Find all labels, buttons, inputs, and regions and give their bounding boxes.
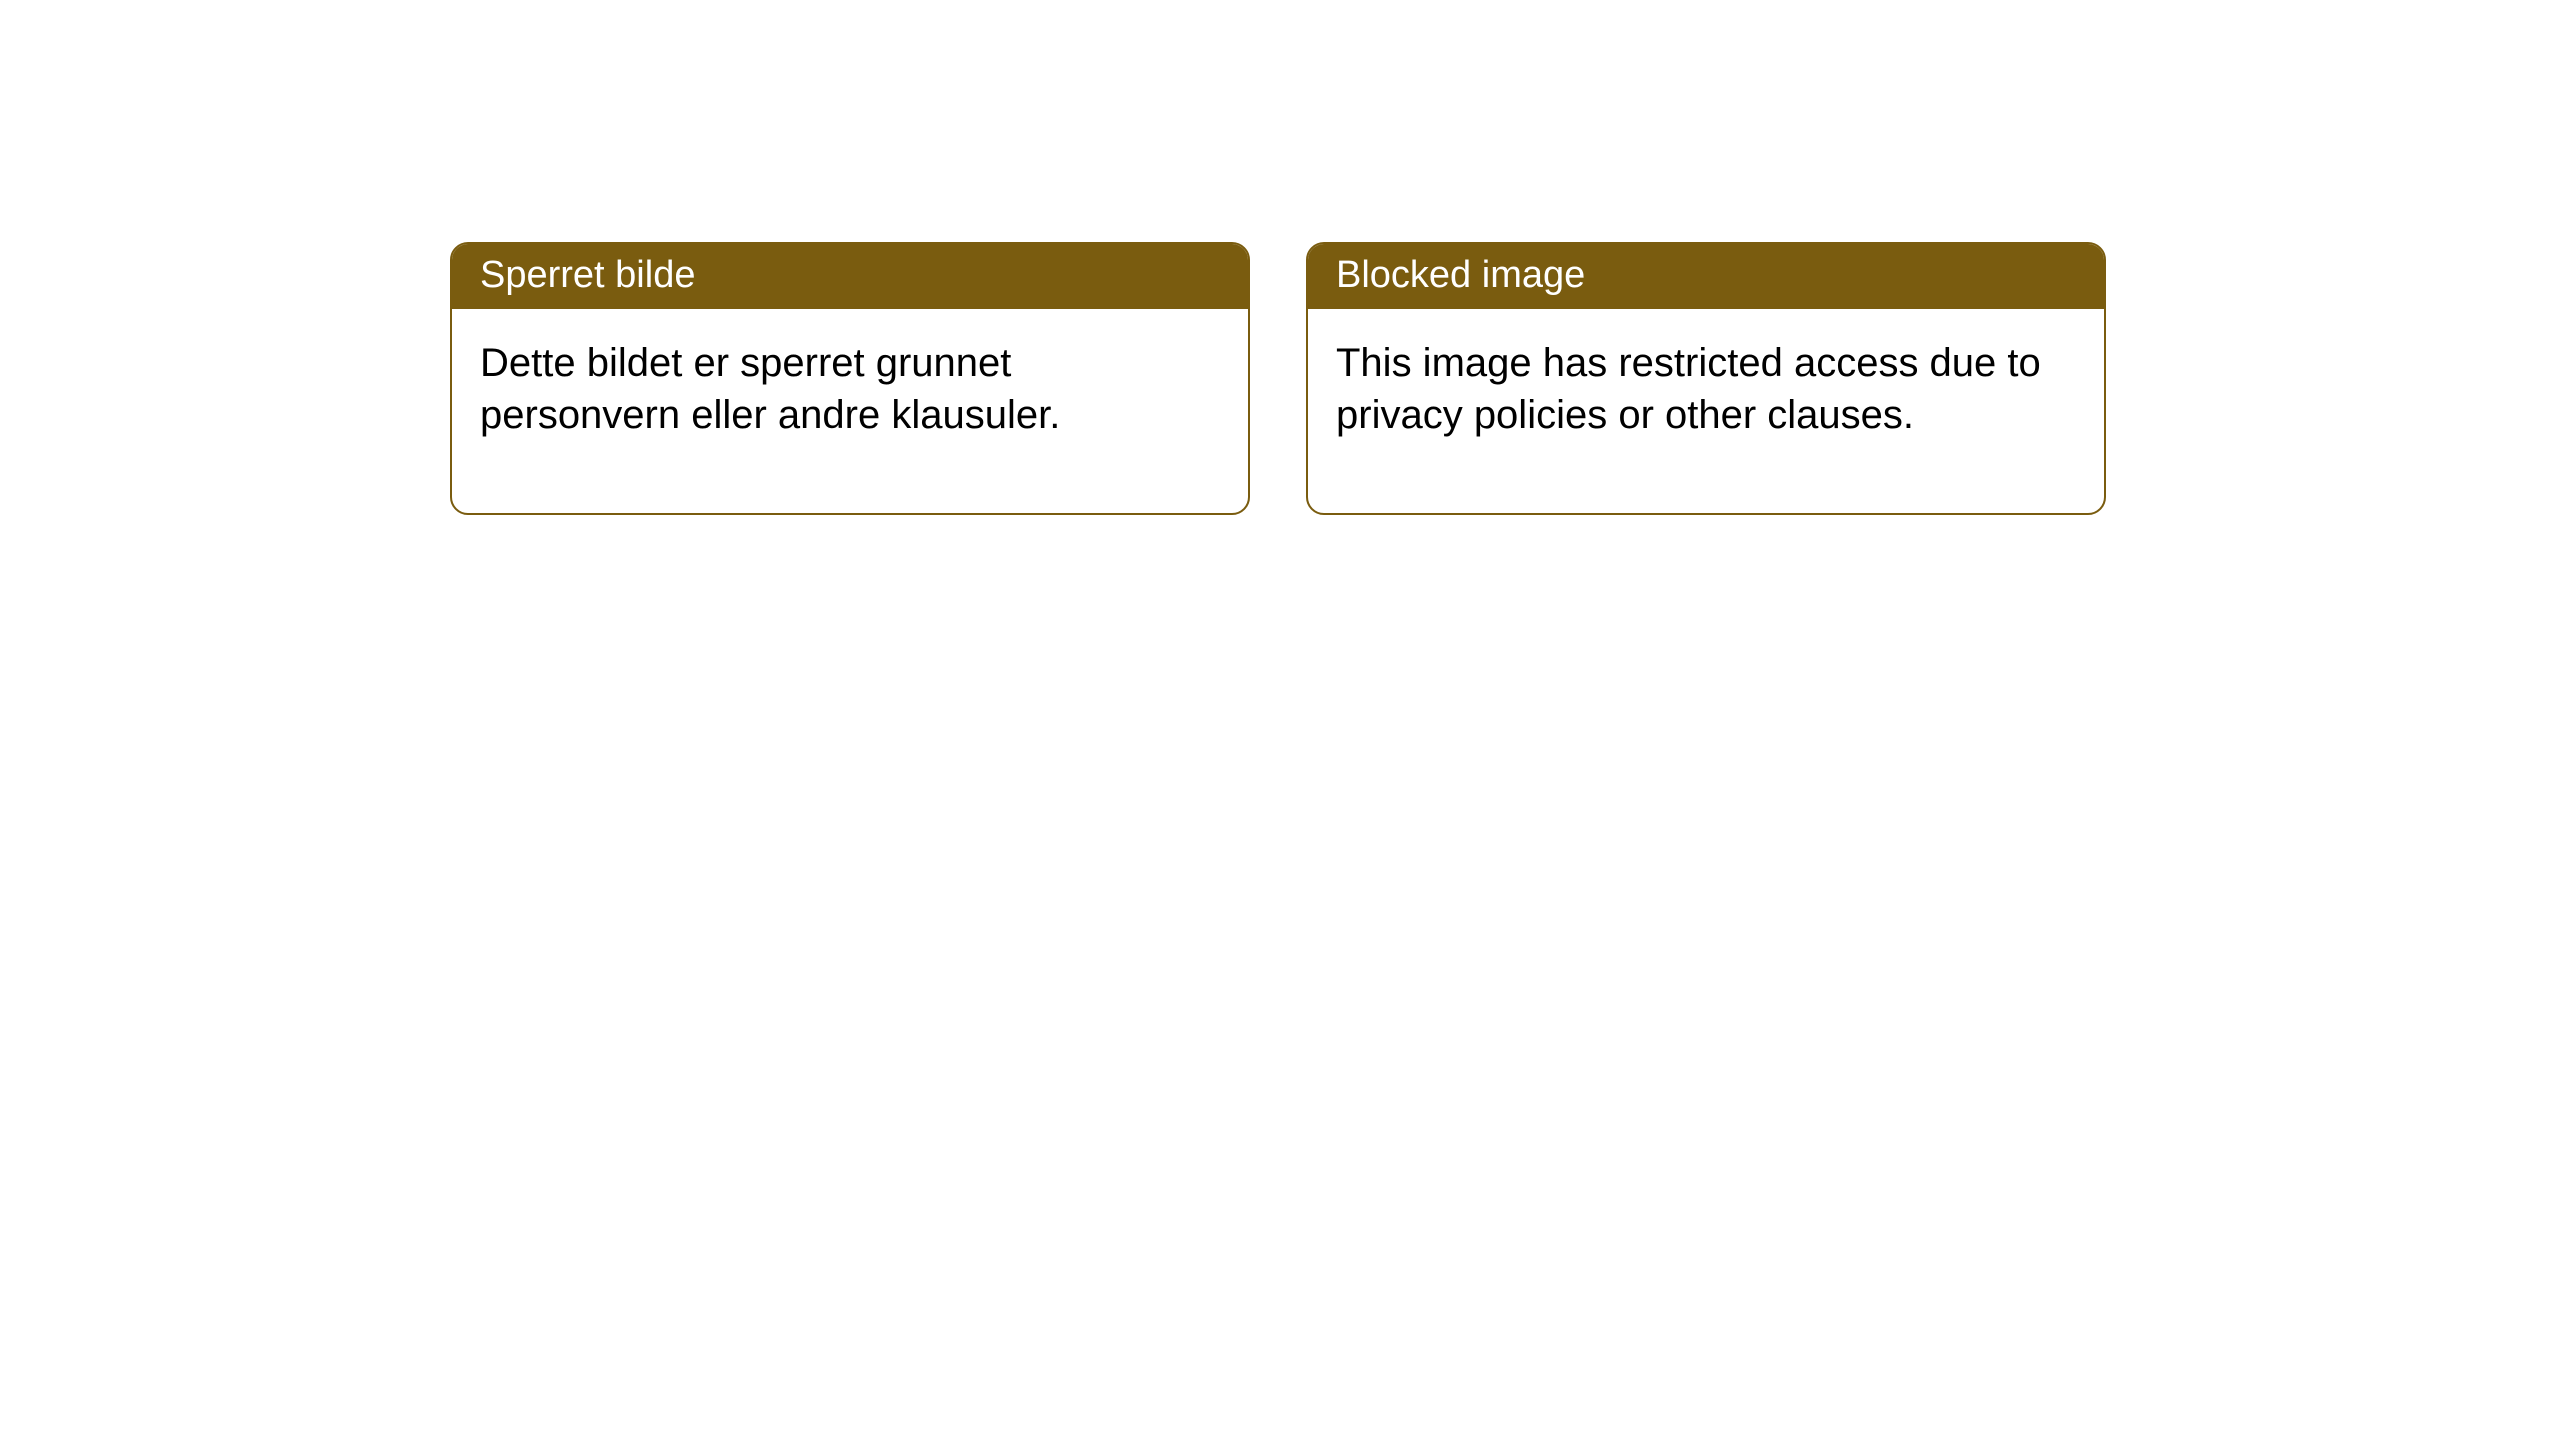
notice-card-english: Blocked image This image has restricted …: [1306, 242, 2106, 515]
notice-card-norwegian: Sperret bilde Dette bildet er sperret gr…: [450, 242, 1250, 515]
notice-body: This image has restricted access due to …: [1308, 309, 2104, 513]
notice-body: Dette bildet er sperret grunnet personve…: [452, 309, 1248, 513]
notice-header: Sperret bilde: [452, 244, 1248, 309]
notice-header: Blocked image: [1308, 244, 2104, 309]
notice-container: Sperret bilde Dette bildet er sperret gr…: [450, 242, 2106, 515]
